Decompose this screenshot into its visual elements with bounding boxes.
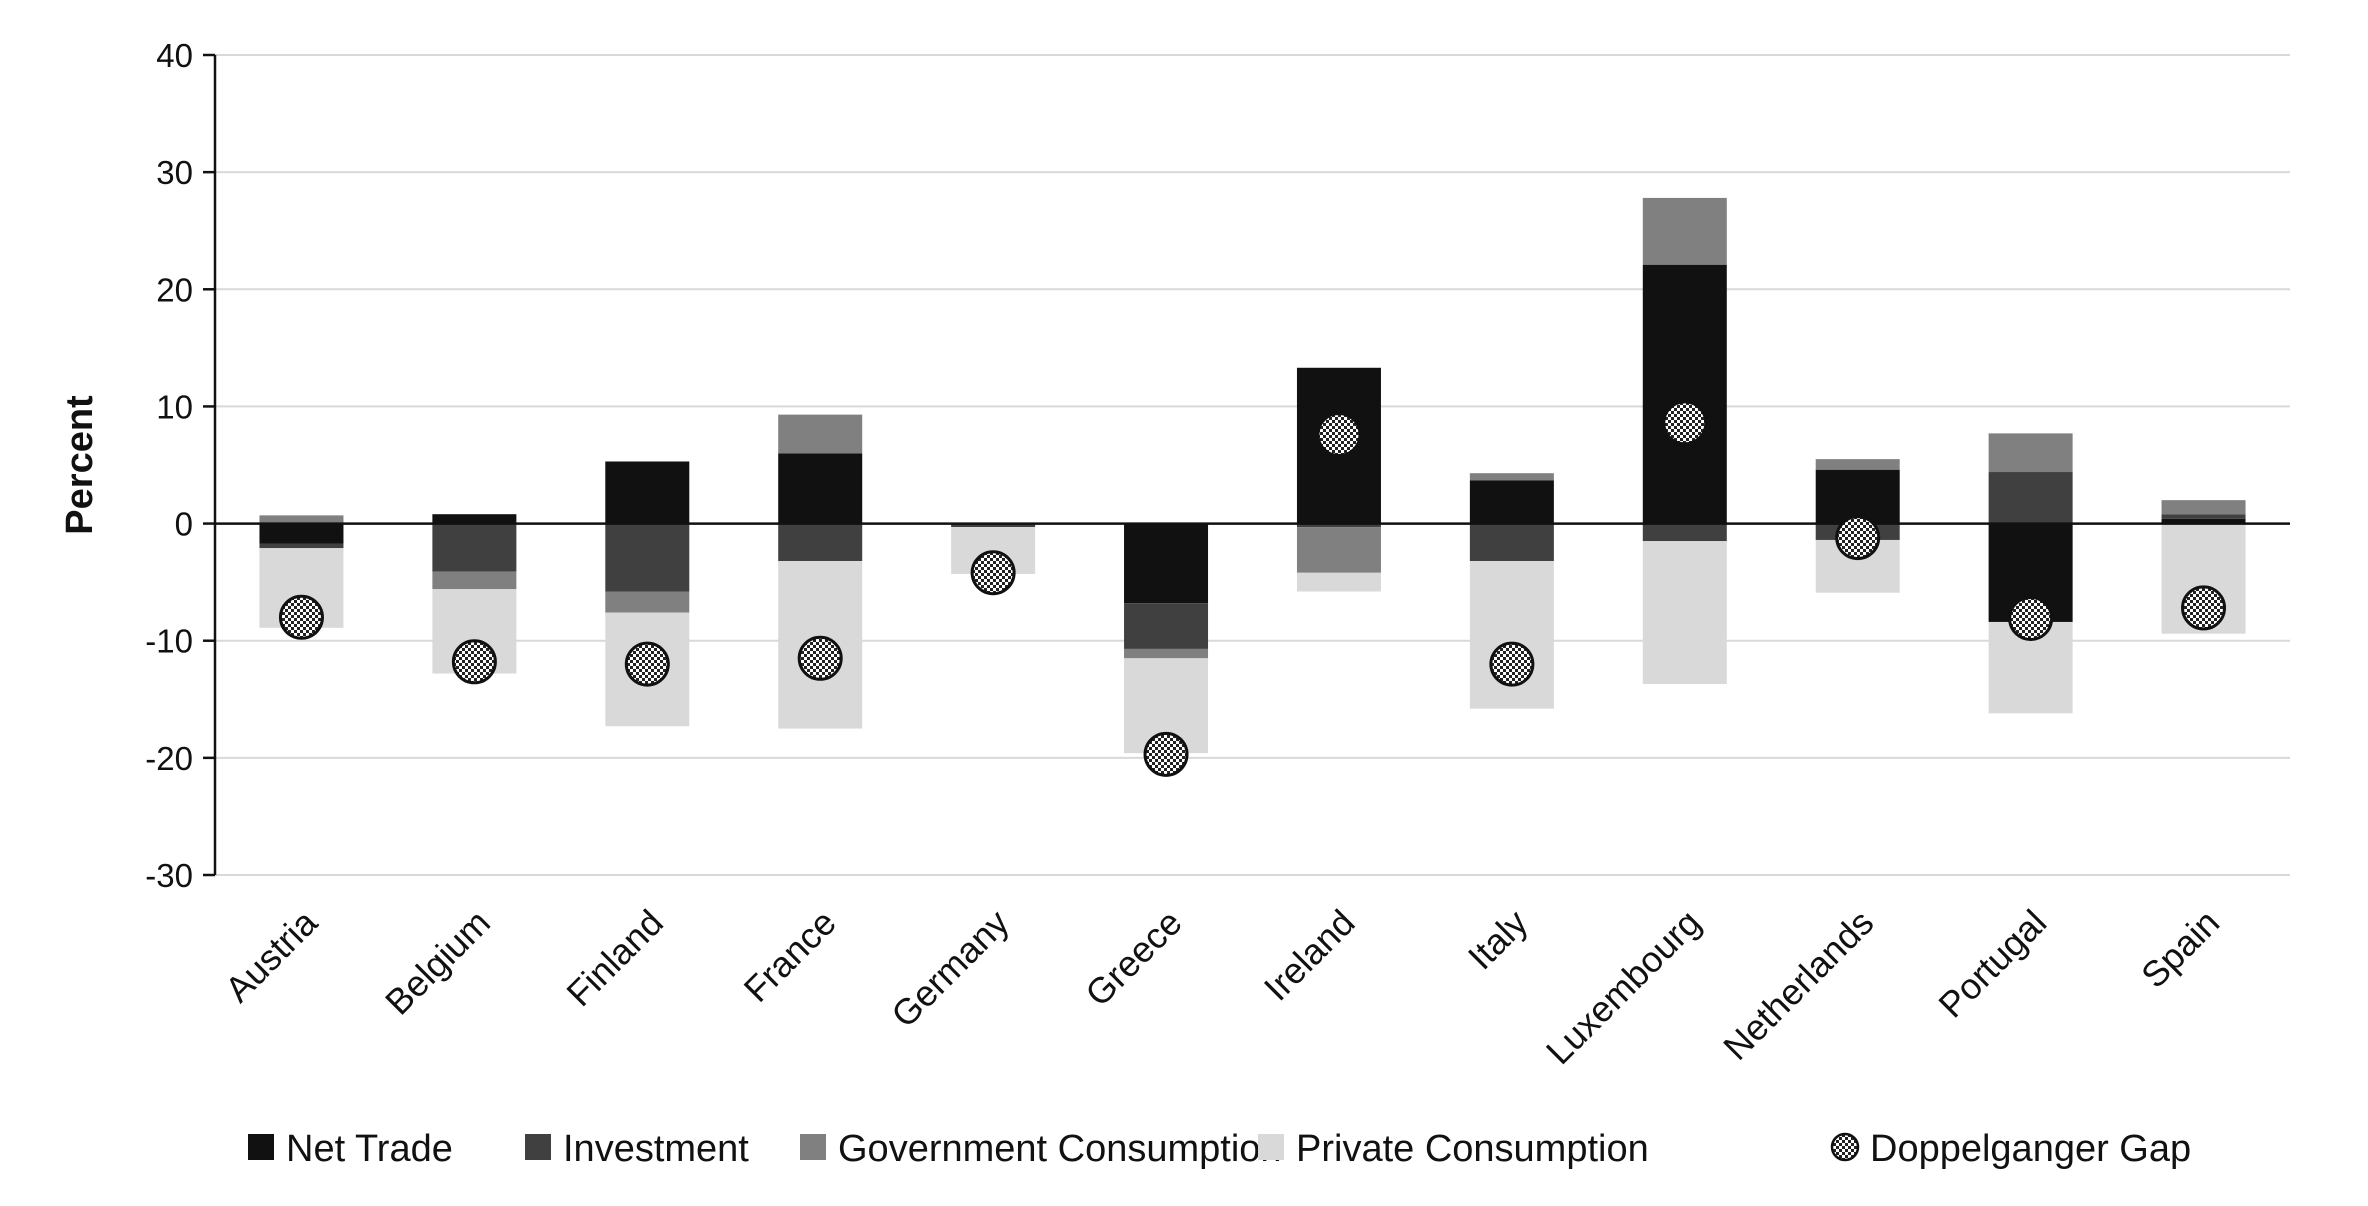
legend-label-doppelganger-gap: Doppelganger Gap	[1870, 1128, 2191, 1170]
bar-government-consumption-netherlands	[1815, 459, 1900, 470]
bar-investment-luxembourg	[1642, 523, 1727, 542]
gap-marker-netherlands	[1835, 515, 1881, 561]
x-tick-label-netherlands: Netherlands	[1715, 902, 1881, 1068]
bar-investment-ireland	[1296, 523, 1381, 528]
legend-swatch-doppelganger-gap	[1830, 1132, 1860, 1162]
bar-investment-germany	[951, 523, 1036, 528]
bar-net-trade-spain	[2161, 518, 2246, 524]
legend-label-private-consumption: Private Consumption	[1296, 1128, 1649, 1170]
bar-investment-france	[778, 523, 863, 562]
bar-government-consumption-portugal	[1988, 433, 2073, 473]
legend: Net Trade Investment Government Consumptio…	[248, 1128, 2191, 1170]
y-tick-label: 0	[175, 506, 193, 543]
x-tick-label-ireland: Ireland	[1256, 902, 1363, 1009]
x-tick-label-finland: Finland	[558, 902, 670, 1014]
x-tick-label-france: France	[736, 902, 844, 1010]
y-tick-label: 10	[156, 388, 193, 425]
bar-net-trade-greece	[1124, 523, 1209, 604]
y-tick-label: 30	[156, 154, 193, 191]
gap-marker-germany	[970, 550, 1016, 596]
gap-marker-italy	[1489, 641, 1535, 687]
x-tick-label-austria: Austria	[217, 901, 326, 1010]
legend-label-net-trade: Net Trade	[286, 1128, 453, 1170]
bar-net-trade-netherlands	[1815, 469, 1900, 524]
bar-government-consumption-belgium	[432, 571, 517, 590]
y-tick-label: -20	[145, 740, 193, 777]
x-tick-label-portugal: Portugal	[1930, 902, 2054, 1026]
x-tick-label-spain: Spain	[2133, 902, 2227, 996]
bar-government-consumption-italy	[1469, 473, 1554, 481]
x-tick-label-greece: Greece	[1077, 902, 1189, 1014]
legend-swatch-investment	[525, 1134, 551, 1160]
gap-marker-greece	[1143, 731, 1189, 777]
gap-markers	[278, 400, 2227, 777]
y-tick-label: 20	[156, 271, 193, 308]
bar-government-consumption-france	[778, 414, 863, 454]
bar-government-consumption-spain	[2161, 500, 2246, 515]
x-tick-label-germany: Germany	[883, 902, 1017, 1036]
bar-private-consumption-ireland	[1296, 572, 1381, 592]
bar-net-trade-austria	[259, 523, 344, 544]
gap-marker-austria	[278, 594, 324, 640]
legend-label-government-consumption: Government Consumption	[838, 1128, 1282, 1170]
bar-investment-italy	[1469, 523, 1554, 562]
bar-private-consumption-luxembourg	[1642, 541, 1727, 685]
bars	[259, 197, 2246, 754]
legend-label-investment: Investment	[563, 1128, 749, 1170]
bar-investment-austria	[259, 543, 344, 549]
x-tick-label-belgium: Belgium	[377, 902, 498, 1023]
x-tick-label-italy: Italy	[1460, 902, 1536, 978]
y-tick-label: -30	[145, 857, 193, 894]
gap-marker-portugal	[2008, 595, 2054, 641]
bar-government-consumption-austria	[259, 515, 344, 524]
y-axis-title: Percent	[59, 395, 101, 535]
legend-swatch-private-consumption	[1258, 1134, 1284, 1160]
bar-investment-greece	[1124, 603, 1209, 649]
bar-government-consumption-ireland	[1296, 527, 1381, 573]
gap-marker-luxembourg	[1662, 400, 1708, 446]
bar-government-consumption-finland	[605, 591, 690, 613]
gap-marker-france	[797, 635, 843, 681]
gap-marker-ireland	[1316, 412, 1362, 458]
y-tick-label: 40	[156, 37, 193, 74]
bar-net-trade-france	[778, 453, 863, 524]
bar-government-consumption-luxembourg	[1642, 197, 1727, 265]
bar-net-trade-italy	[1469, 480, 1554, 524]
gap-marker-belgium	[451, 639, 497, 685]
bar-net-trade-luxembourg	[1642, 264, 1727, 524]
gridlines	[215, 54, 2290, 876]
legend-swatch-government-consumption	[800, 1134, 826, 1160]
bar-net-trade-belgium	[432, 514, 517, 524]
bar-net-trade-finland	[605, 461, 690, 524]
axes	[203, 53, 2290, 877]
gap-marker-finland	[624, 641, 670, 687]
legend-swatch-net-trade	[248, 1134, 274, 1160]
bar-investment-spain	[2161, 514, 2246, 519]
bar-investment-finland	[605, 523, 690, 592]
x-tick-label-luxembourg: Luxembourg	[1538, 902, 1709, 1073]
bar-investment-portugal	[1988, 472, 2073, 524]
bar-investment-belgium	[432, 523, 517, 572]
gap-marker-spain	[2181, 585, 2227, 631]
y-tick-label: -10	[145, 623, 193, 660]
bar-government-consumption-greece	[1124, 648, 1209, 659]
